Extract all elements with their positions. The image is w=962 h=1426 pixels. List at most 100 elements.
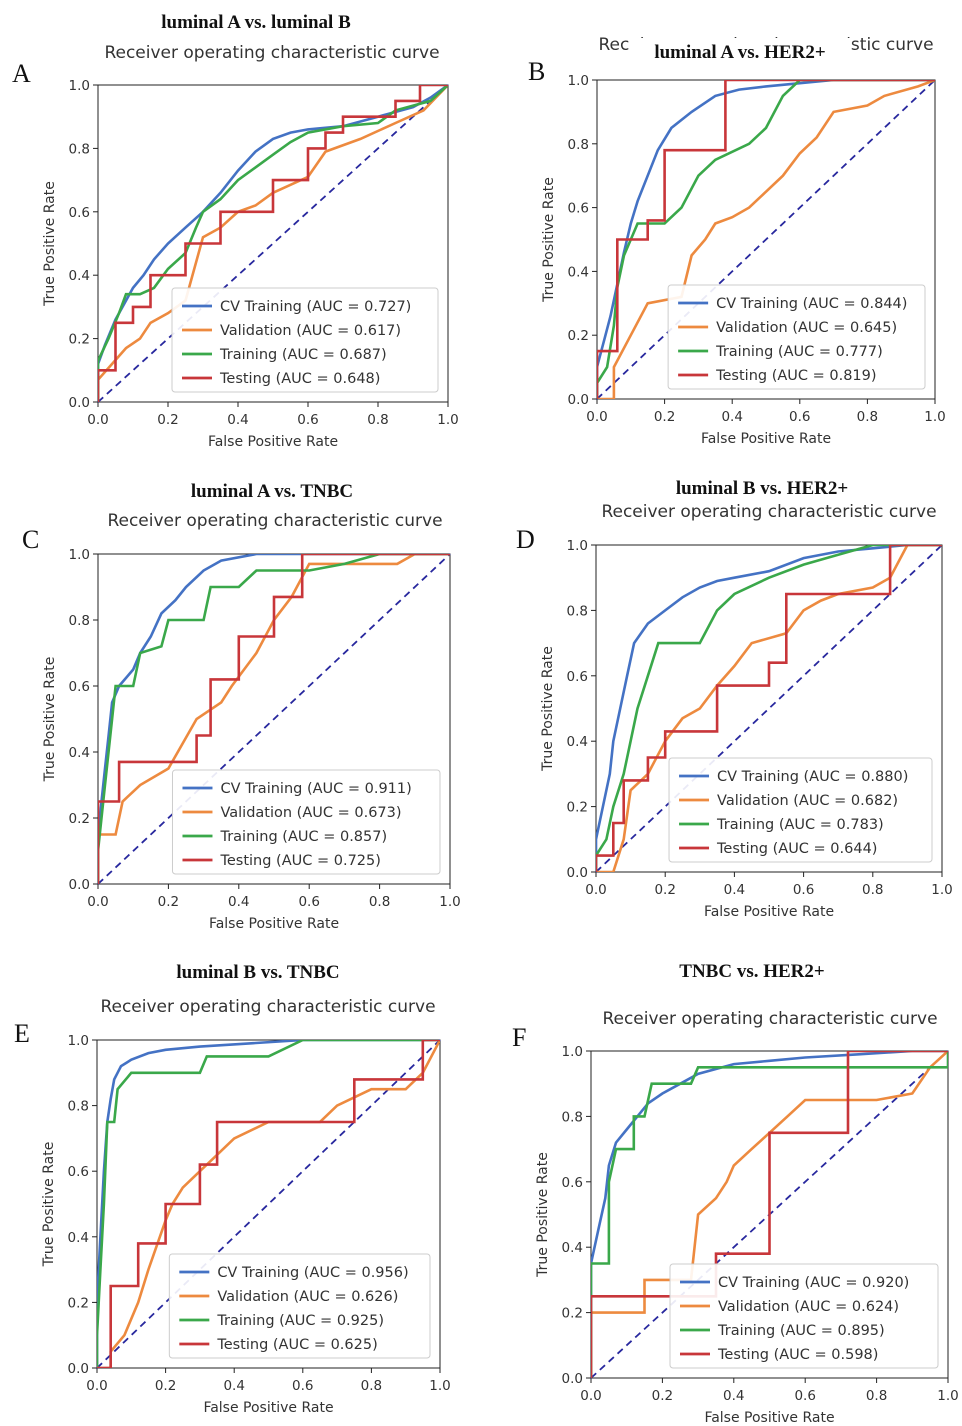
plot-frame — [590, 1050, 949, 1379]
series-group — [596, 545, 942, 872]
y-tick-label: 0.6 — [568, 201, 589, 217]
x-tick-label: 0.8 — [361, 1378, 382, 1394]
x-tick-label: 0.4 — [223, 1378, 244, 1394]
chart-heading: luminal A vs. HER2+ — [654, 42, 825, 63]
y-tick-label: 1.0 — [69, 78, 90, 94]
legend-entry: CV Training (AUC = 0.956) — [217, 1265, 408, 1281]
legend-box — [669, 1263, 939, 1369]
y-tick-label: 0.6 — [562, 1175, 583, 1191]
legend-entry: Validation (AUC = 0.626) — [217, 1289, 398, 1305]
legend-entry: Training (AUC = 0.857) — [219, 829, 387, 845]
panel-letter: C — [22, 525, 39, 554]
legend-entry: Testing (AUC = 0.648) — [219, 371, 380, 387]
legend-box — [667, 284, 926, 390]
roc-curve-cv-training — [591, 1051, 948, 1378]
y-tick-label: 0.0 — [69, 877, 90, 893]
x-tick-label: 0.2 — [652, 1388, 673, 1404]
y-tick-label: 1.0 — [68, 1033, 89, 1049]
heading-backdrop — [630, 38, 850, 64]
panel-letter: E — [14, 1019, 30, 1048]
x-tick-label: 0.6 — [794, 1388, 815, 1404]
roc-curve-testing — [597, 80, 935, 399]
roc-panel-b: BReceiver operating characteristic curve… — [528, 35, 946, 447]
y-tick-label: 0.6 — [68, 1164, 89, 1180]
y-tick-label: 0.4 — [69, 268, 90, 284]
x-axis-label: False Positive Rate — [208, 434, 338, 450]
legend: CV Training (AUC = 0.911) Validation (AUC… — [171, 769, 441, 875]
legend-entry: Testing (AUC = 0.819) — [715, 368, 876, 384]
chance-diagonal — [97, 84, 449, 403]
roc-panel-c: C Receiver operating characteristic curve… — [22, 481, 461, 932]
legend-box — [168, 1253, 431, 1359]
chart-heading: luminal B vs. HER2+ — [676, 478, 848, 499]
legend-entry: Testing (AUC = 0.725) — [219, 853, 380, 869]
roc-curve-testing — [97, 1040, 440, 1368]
legend-entry: Validation (AUC = 0.624) — [718, 1299, 899, 1315]
series-group — [591, 1051, 948, 1378]
roc-panel-e: E Receiver operating characteristic curve… — [14, 962, 451, 1416]
roc-curve-validation — [596, 545, 942, 872]
y-tick-label: 0.8 — [69, 141, 90, 157]
x-tick-label: 0.4 — [228, 894, 249, 910]
chance-diagonal — [596, 79, 936, 400]
y-tick-label: 0.0 — [562, 1371, 583, 1387]
roc-curve-training — [591, 1051, 948, 1378]
y-tick-label: 0.2 — [562, 1306, 583, 1322]
series-group — [98, 85, 448, 402]
chart-heading: luminal A vs. luminal B — [161, 12, 351, 33]
x-axis-label: False Positive Rate — [704, 904, 834, 920]
legend-entry: Training (AUC = 0.783) — [716, 817, 884, 833]
panel-letter: D — [516, 525, 535, 554]
y-tick-label: 0.8 — [69, 613, 90, 629]
x-tick-label: 0.0 — [87, 412, 108, 428]
y-axis-label: True Positive Rate — [42, 181, 58, 307]
y-tick-label: 0.6 — [69, 679, 90, 695]
legend-entry: Testing (AUC = 0.625) — [216, 1337, 377, 1353]
legend-entry: Training (AUC = 0.687) — [219, 347, 387, 363]
y-axis-label: True Positive Rate — [535, 1152, 551, 1278]
legend-entry: Training (AUC = 0.777) — [715, 344, 883, 360]
roc-curve-validation — [591, 1051, 948, 1378]
chart-heading: luminal A vs. TNBC — [191, 481, 353, 502]
x-tick-label: 0.8 — [367, 412, 388, 428]
y-tick-label: 0.8 — [562, 1109, 583, 1125]
x-tick-label: 0.0 — [585, 882, 606, 898]
x-tick-label: 0.4 — [723, 1388, 744, 1404]
x-tick-label: 0.0 — [86, 1378, 107, 1394]
roc-curve-training — [98, 85, 448, 402]
chart-subtitle: Receiver operating characteristic curve — [601, 502, 936, 522]
legend-entry: Training (AUC = 0.925) — [216, 1313, 384, 1329]
roc-curve-training — [97, 1040, 440, 1368]
y-tick-label: 0.0 — [69, 395, 90, 411]
x-axis-label: False Positive Rate — [203, 1400, 333, 1416]
x-tick-label: 0.2 — [155, 1378, 176, 1394]
legend-entry: Testing (AUC = 0.598) — [717, 1347, 878, 1363]
x-axis-label: False Positive Rate — [704, 1410, 834, 1426]
x-tick-label: 1.0 — [437, 412, 458, 428]
roc-panel-d: D Receiver operating characteristic curve… — [516, 478, 953, 920]
x-tick-label: 0.4 — [227, 412, 248, 428]
legend: CV Training (AUC = 0.956) Validation (AUC… — [168, 1253, 431, 1359]
plot-frame — [97, 84, 449, 403]
legend-entry: Training (AUC = 0.895) — [717, 1323, 885, 1339]
x-tick-label: 0.6 — [298, 894, 319, 910]
y-tick-label: 0.6 — [567, 669, 588, 685]
y-axis-label: True Positive Rate — [41, 1142, 57, 1268]
y-tick-label: 0.8 — [68, 1099, 89, 1115]
y-tick-label: 0.2 — [568, 328, 589, 344]
plot-frame — [595, 544, 943, 873]
panel-letter: A — [12, 59, 31, 88]
roc-curve-testing — [596, 545, 942, 872]
y-tick-label: 0.2 — [68, 1295, 89, 1311]
y-tick-label: 1.0 — [568, 73, 589, 89]
y-tick-label: 0.2 — [567, 800, 588, 816]
panel-letter: B — [528, 57, 545, 86]
legend-entry: Testing (AUC = 0.644) — [716, 841, 877, 857]
legend: CV Training (AUC = 0.844) Validation (AUC… — [667, 284, 926, 390]
y-tick-label: 1.0 — [69, 547, 90, 563]
legend-box — [171, 769, 441, 875]
panel-letter: F — [512, 1023, 526, 1052]
x-tick-label: 0.6 — [789, 409, 810, 425]
legend-entry: Validation (AUC = 0.617) — [220, 323, 401, 339]
x-tick-label: 0.4 — [724, 882, 745, 898]
